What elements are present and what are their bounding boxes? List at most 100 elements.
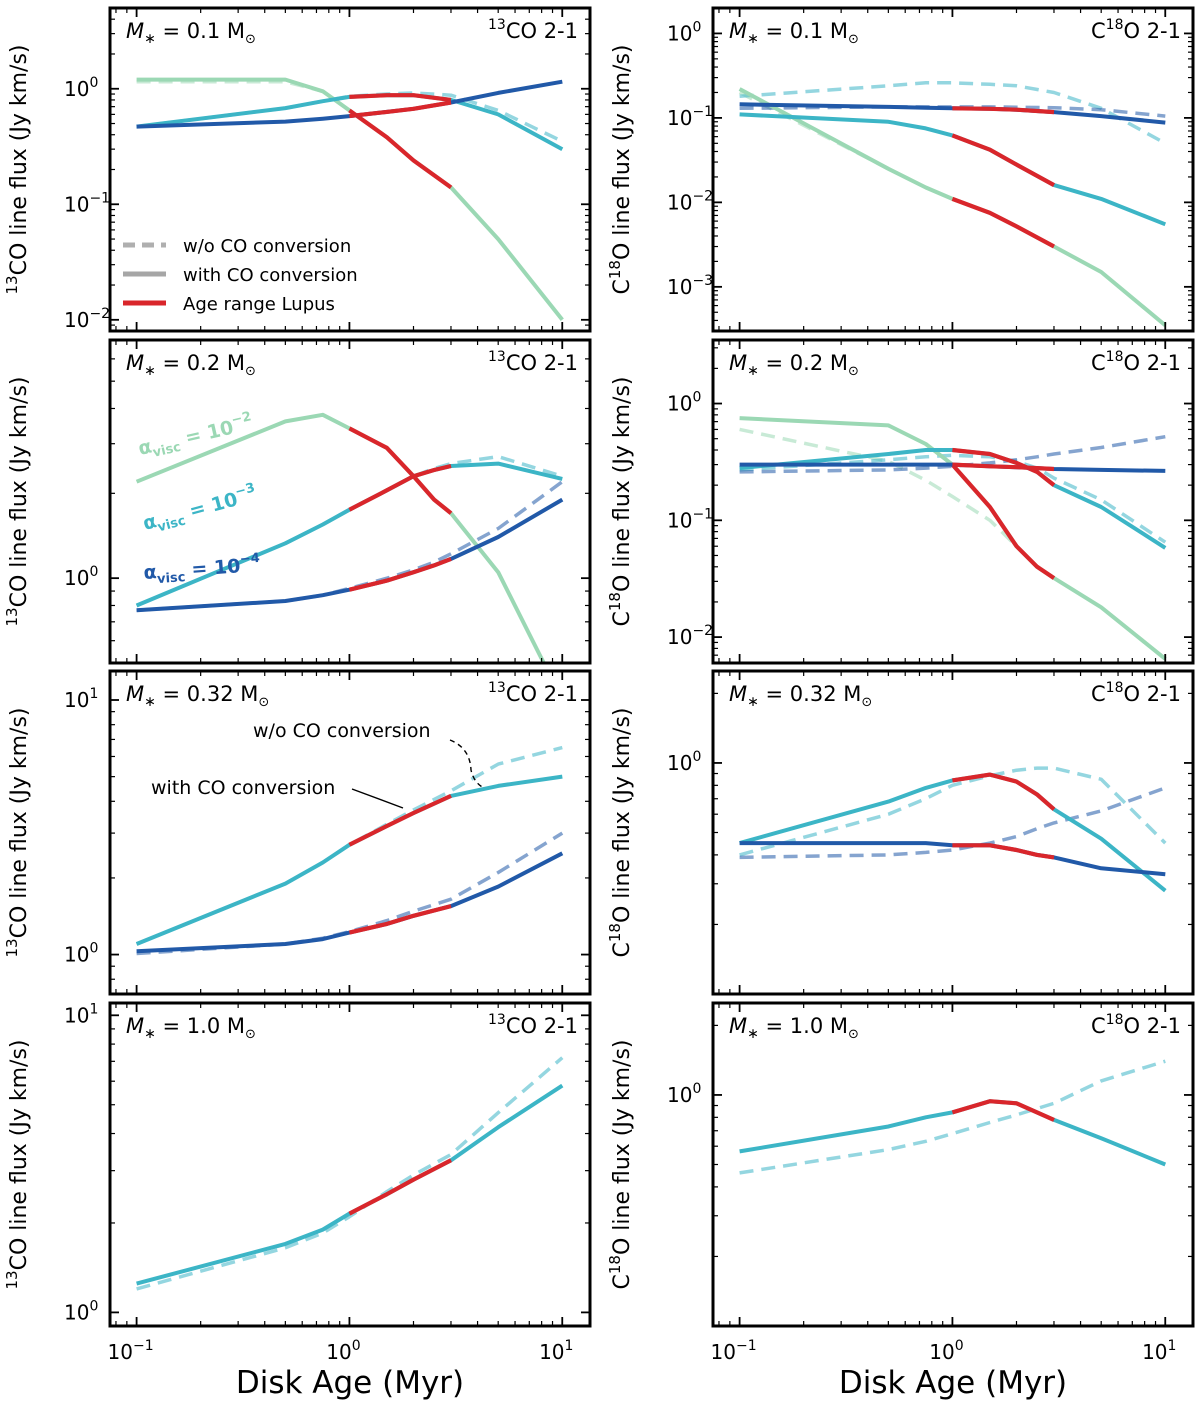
panel-p4: 10−2 10−1 100 C18O line flux (Jy km/s) M∗ = … bbox=[606, 338, 1195, 665]
series-line-1e-4-dashed bbox=[136, 480, 564, 612]
annotation-wo-conversion: w/o CO conversion bbox=[253, 720, 431, 742]
y-axis-label: C18O line flux (Jy km/s) bbox=[606, 708, 635, 958]
panel-p5: 100 101 13CO line flux (Jy km/s) M∗ = 0.32 … bbox=[3, 669, 592, 996]
x-tick-label: 100 bbox=[929, 1338, 963, 1364]
lupus-segment-1e-4 bbox=[952, 843, 1055, 860]
y-tick-label: 10−2 bbox=[667, 623, 713, 649]
line-title: C18O 2-1 bbox=[1091, 1012, 1181, 1038]
lupus-segment-1e-4 bbox=[952, 462, 1055, 472]
series-group bbox=[135, 412, 564, 663]
x-axis-label: Disk Age (Myr) bbox=[236, 1365, 464, 1401]
lupus-segment-1e-2 bbox=[348, 108, 453, 190]
y-axis-label: 13CO line flux (Jy km/s) bbox=[3, 1040, 32, 1290]
panel-p3: 100 13CO line flux (Jy km/s) M∗ = 0.2 M⊙ 13… bbox=[3, 338, 592, 665]
annotation-with-pointer bbox=[351, 788, 404, 809]
lupus-segment-1e-3 bbox=[952, 447, 1056, 487]
annotation-with-conversion: with CO conversion bbox=[151, 777, 335, 799]
x-axis-label: Disk Age (Myr) bbox=[839, 1365, 1067, 1401]
annotation-wo-pointer bbox=[449, 739, 485, 789]
stellar-mass-label: M∗ = 0.2 M⊙ bbox=[729, 351, 859, 379]
x-tick-label: 100 bbox=[326, 1338, 360, 1364]
series-line-1e-2-dashed bbox=[738, 90, 1167, 327]
series-line-1e-3-dashed bbox=[739, 81, 1167, 145]
series-line-1e-4-solid bbox=[136, 851, 564, 954]
line-title: 13CO 2-1 bbox=[488, 680, 578, 706]
lupus-segment-1e-4 bbox=[348, 904, 452, 935]
y-tick-label: 10−1 bbox=[667, 506, 713, 532]
y-tick-label: 100 bbox=[64, 1298, 98, 1324]
series-line-1e-4-dashed bbox=[739, 434, 1166, 474]
series-line-1e-3-dashed bbox=[135, 745, 563, 946]
y-tick-label: 10−2 bbox=[667, 188, 713, 214]
y-axis-label: 13CO line flux (Jy km/s) bbox=[3, 708, 32, 958]
lupus-segment-1e-2 bbox=[951, 196, 1055, 249]
series-line-1e-3-solid bbox=[739, 772, 1167, 893]
stellar-mass-label: M∗ = 0.32 M⊙ bbox=[126, 682, 269, 710]
series-line-1e-4-dashed bbox=[136, 831, 564, 956]
line-title: 13CO 2-1 bbox=[488, 17, 578, 43]
series-line-1e-2-solid bbox=[739, 416, 1167, 661]
series-group bbox=[739, 1059, 1167, 1175]
panel-p7: 10−1 100 101 100 101 13CO line flux (Jy km/s)… bbox=[3, 1001, 592, 1364]
lupus-segment-1e-2 bbox=[950, 463, 1056, 580]
stellar-mass-label: M∗ = 0.32 M⊙ bbox=[729, 682, 872, 710]
lupus-segment-1e-3 bbox=[348, 793, 452, 847]
series-line-1e-3-dashed bbox=[739, 766, 1167, 857]
y-axis-label: C18O line flux (Jy km/s) bbox=[606, 1040, 635, 1290]
y-axis-label: C18O line flux (Jy km/s) bbox=[606, 377, 635, 627]
axes-frame bbox=[711, 338, 1195, 665]
y-tick-label: 10−3 bbox=[667, 273, 713, 299]
y-axis-label: 13CO line flux (Jy km/s) bbox=[3, 45, 32, 295]
series-group bbox=[739, 416, 1167, 661]
panel-p2: 10−3 10−2 10−1 100 C18O line flux (Jy km/s) M… bbox=[606, 6, 1195, 333]
y-tick-label: 100 bbox=[64, 564, 98, 590]
lupus-segment-1e-4 bbox=[952, 106, 1055, 115]
alpha-annotation-1e-3: αvisc = 10−3 bbox=[140, 480, 261, 538]
lupus-segment-1e-3 bbox=[349, 93, 452, 102]
axes-frame bbox=[711, 6, 1195, 333]
series-group bbox=[739, 766, 1167, 893]
y-tick-label: 100 bbox=[64, 941, 98, 967]
series-line-1e-3-solid bbox=[739, 112, 1167, 227]
stellar-mass-label: M∗ = 0.1 M⊙ bbox=[729, 19, 859, 47]
lupus-segment-1e-3 bbox=[952, 772, 1056, 811]
y-tick-label: 100 bbox=[667, 749, 701, 775]
y-tick-label: 10−1 bbox=[64, 190, 110, 216]
lupus-segment-1e-3 bbox=[348, 463, 452, 512]
series-line-1e-2-solid bbox=[738, 87, 1167, 327]
series-line-1e-3-solid bbox=[136, 1083, 564, 1286]
line-title: C18O 2-1 bbox=[1091, 349, 1181, 375]
alpha-annotation-1e-4: αvisc = 10−4 bbox=[143, 551, 262, 588]
series-line-1e-4-solid bbox=[739, 841, 1166, 877]
y-tick-label: 101 bbox=[64, 1001, 98, 1027]
x-tick-label: 101 bbox=[1142, 1338, 1176, 1364]
y-axis-label: C18O line flux (Jy km/s) bbox=[606, 45, 635, 295]
stellar-mass-label: M∗ = 1.0 M⊙ bbox=[126, 1014, 256, 1042]
y-tick-label: 10−2 bbox=[64, 306, 110, 332]
line-title: C18O 2-1 bbox=[1091, 680, 1181, 706]
y-tick-label: 100 bbox=[667, 390, 701, 416]
lupus-segment-1e-3 bbox=[951, 1099, 1055, 1122]
line-title: C18O 2-1 bbox=[1091, 17, 1181, 43]
stellar-mass-label: M∗ = 0.1 M⊙ bbox=[126, 19, 256, 47]
lupus-segment-1e-4 bbox=[349, 100, 452, 119]
series-line-1e-3-dashed bbox=[135, 454, 563, 608]
y-tick-label: 101 bbox=[64, 686, 98, 712]
legend-label: Age range Lupus bbox=[183, 294, 335, 315]
lupus-segment-1e-3 bbox=[951, 133, 1056, 187]
y-axis-label: 13CO line flux (Jy km/s) bbox=[3, 377, 32, 627]
series-line-1e-3-dashed bbox=[739, 1059, 1166, 1175]
legend: w/o CO conversion with CO conversion Age r… bbox=[123, 236, 358, 315]
panel-p6: 100 C18O line flux (Jy km/s) M∗ = 0.32 M⊙ C… bbox=[606, 669, 1195, 996]
series-group bbox=[738, 81, 1167, 327]
series-group bbox=[135, 745, 564, 956]
y-tick-label: 100 bbox=[667, 1081, 701, 1107]
lupus-segment-1e-3 bbox=[348, 1158, 452, 1216]
legend-label: with CO conversion bbox=[183, 265, 358, 286]
legend-label: w/o CO conversion bbox=[183, 236, 351, 257]
line-title: 13CO 2-1 bbox=[488, 1012, 578, 1038]
x-tick-label: 101 bbox=[539, 1338, 573, 1364]
series-group bbox=[136, 77, 564, 322]
stellar-mass-label: M∗ = 0.2 M⊙ bbox=[126, 351, 256, 379]
